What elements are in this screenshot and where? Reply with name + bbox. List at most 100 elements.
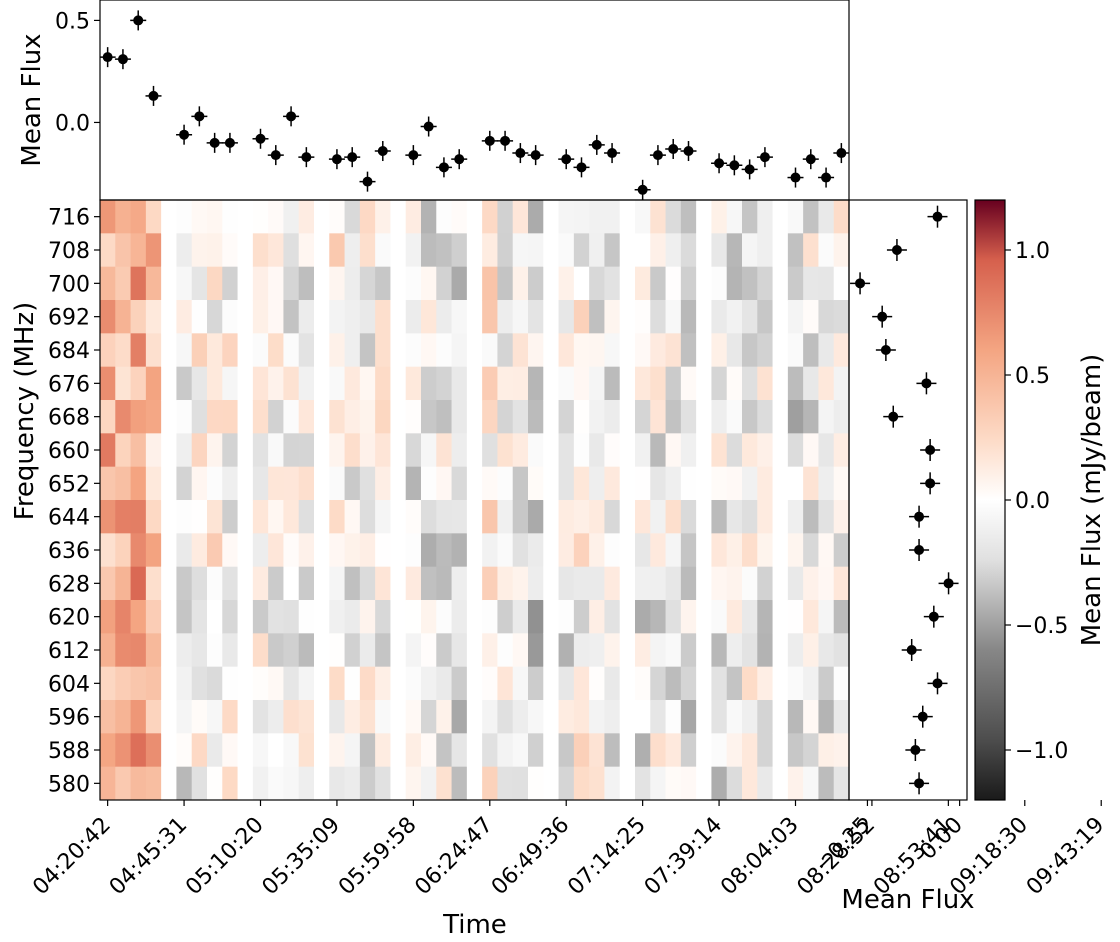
heatmap-cell bbox=[405, 566, 422, 601]
heatmap-cell bbox=[207, 500, 223, 534]
heatmap-cell bbox=[375, 666, 391, 701]
heatmap-cell bbox=[268, 433, 284, 468]
heatmap-cell bbox=[757, 300, 773, 334]
heatmap-cell bbox=[604, 600, 621, 634]
top-panel-ytick-label: 0.5 bbox=[55, 9, 90, 34]
heatmap-cell bbox=[528, 433, 544, 468]
heatmap-cell bbox=[268, 400, 284, 434]
heatmap-cell bbox=[115, 566, 131, 601]
right-point bbox=[877, 311, 888, 322]
top-point bbox=[515, 148, 526, 159]
heatmap-cell bbox=[344, 233, 361, 268]
heatmap-cell bbox=[130, 400, 147, 434]
heatmap-cell bbox=[543, 766, 559, 801]
top-point bbox=[637, 184, 648, 195]
heatmap-cell bbox=[115, 266, 131, 301]
heatmap-cell bbox=[497, 200, 514, 234]
top-point bbox=[591, 139, 602, 150]
heatmap-cell bbox=[543, 533, 559, 568]
heatmap-cell bbox=[207, 200, 223, 234]
heatmap-cell bbox=[375, 600, 391, 634]
heatmap-cell bbox=[650, 266, 666, 301]
heatmap-cell bbox=[252, 733, 269, 768]
heatmap-cell bbox=[329, 200, 345, 234]
heatmap-cell bbox=[833, 566, 850, 601]
heatmap-cell bbox=[222, 466, 238, 501]
heatmap-cell bbox=[497, 700, 514, 734]
heatmap-cell bbox=[191, 566, 208, 601]
heatmap-cell bbox=[742, 400, 758, 434]
right-point bbox=[932, 678, 943, 689]
time-tick-label: 05:10:20 bbox=[181, 813, 269, 901]
heatmap-cell bbox=[314, 566, 330, 601]
heatmap-cell bbox=[650, 500, 666, 534]
heatmap-cell bbox=[405, 666, 422, 701]
frequency-tick-label: 596 bbox=[48, 706, 90, 731]
top-point bbox=[347, 152, 358, 163]
heatmap-cell bbox=[711, 233, 728, 268]
heatmap-cell bbox=[680, 533, 697, 568]
right-point bbox=[888, 411, 899, 422]
heatmap-cell bbox=[482, 566, 498, 601]
heatmap-cell bbox=[833, 233, 850, 268]
heatmap-cell bbox=[650, 200, 666, 234]
heatmap-cell bbox=[665, 466, 682, 501]
time-tick-label: 05:35:09 bbox=[258, 813, 346, 901]
heatmap-cell bbox=[665, 666, 682, 701]
heatmap-cell bbox=[528, 533, 544, 568]
heatmap-cell bbox=[390, 200, 407, 234]
heatmap-cell bbox=[512, 733, 529, 768]
heatmap-cell bbox=[497, 333, 514, 368]
heatmap-cell bbox=[436, 333, 452, 368]
heatmap-cell bbox=[298, 433, 315, 468]
heatmap-cell bbox=[314, 633, 330, 668]
heatmap-cell bbox=[130, 600, 147, 634]
top-point bbox=[484, 135, 495, 146]
heatmap-cell bbox=[543, 500, 559, 534]
heatmap-cell bbox=[283, 566, 300, 601]
heatmap-cell bbox=[191, 500, 208, 534]
heatmap-cell bbox=[726, 266, 743, 301]
heatmap-cell bbox=[543, 333, 559, 368]
heatmap-cell bbox=[696, 700, 712, 734]
heatmap-cell bbox=[696, 733, 712, 768]
heatmap-cell bbox=[604, 566, 621, 601]
heatmap-cell bbox=[711, 666, 728, 701]
heatmap-cell bbox=[466, 666, 483, 701]
heatmap-cell bbox=[191, 333, 208, 368]
heatmap-cell bbox=[512, 400, 529, 434]
heatmap-cell bbox=[665, 300, 682, 334]
heatmap-cell bbox=[436, 500, 452, 534]
heatmap-cell bbox=[252, 200, 269, 234]
heatmap-cell bbox=[680, 600, 697, 634]
heatmap-cell bbox=[191, 666, 208, 701]
heatmap-cell bbox=[818, 266, 835, 301]
heatmap-cell bbox=[161, 633, 177, 668]
heatmap-cell bbox=[359, 566, 376, 601]
heatmap-cell bbox=[176, 333, 193, 368]
heatmap-cell bbox=[833, 266, 850, 301]
heatmap-cell bbox=[466, 566, 483, 601]
heatmap-cell bbox=[421, 233, 437, 268]
heatmap-cell bbox=[268, 566, 284, 601]
heatmap-cell bbox=[558, 400, 575, 434]
heatmap-cell bbox=[742, 366, 758, 401]
heatmap-cell bbox=[665, 266, 682, 301]
heatmap-cell bbox=[100, 733, 116, 768]
heatmap-cell bbox=[176, 566, 193, 601]
heatmap-cell bbox=[207, 466, 223, 501]
heatmap-cell bbox=[375, 433, 391, 468]
heatmap-cell bbox=[573, 500, 590, 534]
heatmap-cell bbox=[421, 600, 437, 634]
heatmap-cell bbox=[772, 566, 789, 601]
heatmap-cell bbox=[711, 200, 728, 234]
heatmap-cell bbox=[298, 633, 315, 668]
heatmap-cell bbox=[100, 433, 116, 468]
heatmap-cell bbox=[742, 733, 758, 768]
heatmap-cell bbox=[742, 300, 758, 334]
heatmap-cell bbox=[161, 200, 177, 234]
heatmap-cell bbox=[100, 633, 116, 668]
heatmap-cell bbox=[726, 200, 743, 234]
right-point bbox=[914, 545, 925, 555]
heatmap-cell bbox=[466, 366, 483, 401]
